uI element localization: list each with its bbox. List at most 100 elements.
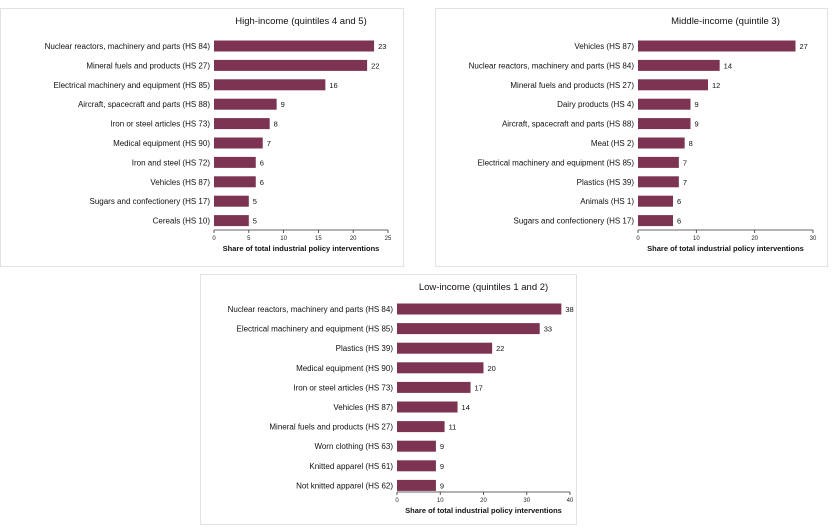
data-label: 7 xyxy=(683,158,687,167)
bar xyxy=(397,323,540,335)
category-label: Sugars and confectionery (HS 17) xyxy=(513,217,634,226)
bar xyxy=(397,342,493,354)
data-label: 7 xyxy=(683,178,687,187)
category-label: Iron and steel (HS 72) xyxy=(132,158,211,167)
x-tick-label: 10 xyxy=(280,236,287,242)
data-label: 9 xyxy=(440,462,444,471)
bar xyxy=(214,176,256,188)
data-label: 20 xyxy=(488,364,496,373)
category-label: Iron or steel articles (HS 73) xyxy=(293,383,393,392)
data-label: 8 xyxy=(689,139,693,148)
category-label: Worn clothing (HS 63) xyxy=(314,442,393,451)
data-label: 9 xyxy=(695,120,699,129)
bar xyxy=(397,479,436,491)
bar xyxy=(397,460,436,472)
bar xyxy=(214,98,277,110)
bar xyxy=(397,440,436,452)
category-label: Medical equipment (HS 90) xyxy=(296,364,393,373)
data-label: 6 xyxy=(260,158,264,167)
chart-title: Low-income (quintiles 1 and 2) xyxy=(419,282,548,293)
bar xyxy=(214,156,256,168)
category-label: Plastics (HS 39) xyxy=(336,344,394,353)
bar xyxy=(397,381,471,393)
bar xyxy=(638,59,720,71)
chart-panel-1: High-income (quintiles 4 and 5) Nuclear r… xyxy=(0,8,404,267)
x-tick-label: 15 xyxy=(315,236,322,242)
x-tick-label: 0 xyxy=(636,236,640,242)
category-label: Mineral fuels and products (HS 27) xyxy=(269,423,393,432)
data-label: 33 xyxy=(544,325,552,334)
category-label: Not knitted apparel (HS 62) xyxy=(296,481,393,490)
x-tick-label: 25 xyxy=(385,236,392,242)
bar xyxy=(638,118,691,130)
x-tick-label: 10 xyxy=(693,236,700,242)
data-label: 17 xyxy=(475,383,483,392)
category-label: Vehicles (HS 87) xyxy=(574,42,634,51)
bar xyxy=(397,362,484,374)
x-axis-label: Share of total industrial policy interve… xyxy=(405,506,562,515)
category-label: Iron or steel articles (HS 73) xyxy=(110,120,210,129)
category-label: Mineral fuels and products (HS 27) xyxy=(86,61,210,70)
bar xyxy=(214,79,326,91)
x-tick-label: 20 xyxy=(480,498,487,504)
bar xyxy=(638,40,796,52)
category-label: Nuclear reactors, machinery and parts (H… xyxy=(45,42,211,51)
data-label: 27 xyxy=(800,42,808,51)
data-label: 38 xyxy=(565,305,573,314)
data-label: 14 xyxy=(724,61,732,70)
category-label: Animals (HS 1) xyxy=(580,197,634,206)
data-label: 9 xyxy=(440,481,444,490)
data-label: 5 xyxy=(253,197,257,206)
bar xyxy=(638,137,685,149)
bar xyxy=(638,98,691,110)
data-label: 12 xyxy=(712,81,720,90)
data-label: 6 xyxy=(677,217,681,226)
x-axis-label: Share of total industrial policy interve… xyxy=(223,244,380,253)
data-label: 9 xyxy=(695,100,699,109)
data-label: 5 xyxy=(253,217,257,226)
data-label: 9 xyxy=(281,100,285,109)
bar xyxy=(214,215,249,227)
bar xyxy=(638,79,708,91)
bar xyxy=(214,118,270,130)
data-label: 14 xyxy=(462,403,470,412)
data-label: 7 xyxy=(267,139,271,148)
data-label: 9 xyxy=(440,442,444,451)
bar xyxy=(397,401,458,413)
category-label: Sugars and confectionery (HS 17) xyxy=(89,197,210,206)
bar xyxy=(638,176,679,188)
bar xyxy=(638,215,673,227)
chart-title: Middle-income (quintile 3) xyxy=(671,16,780,27)
category-label: Knitted apparel (HS 61) xyxy=(309,462,393,471)
x-tick-label: 30 xyxy=(523,498,530,504)
data-label: 16 xyxy=(329,81,337,90)
data-label: 22 xyxy=(371,61,379,70)
bar xyxy=(214,40,375,52)
category-label: Electrical machinery and equipment (HS 8… xyxy=(53,81,210,90)
chart-title: High-income (quintiles 4 and 5) xyxy=(235,16,366,27)
x-tick-label: 0 xyxy=(212,236,216,242)
x-tick-label: 10 xyxy=(437,498,444,504)
data-label: 23 xyxy=(378,42,386,51)
data-label: 6 xyxy=(260,178,264,187)
bar xyxy=(214,59,368,71)
bar xyxy=(214,195,249,207)
data-label: 11 xyxy=(449,423,457,432)
category-label: Vehicles (HS 87) xyxy=(333,403,393,412)
category-label: Nuclear reactors, machinery and parts (H… xyxy=(469,61,635,70)
category-label: Meat (HS 2) xyxy=(591,139,634,148)
data-label: 8 xyxy=(274,120,278,129)
chart-panel-3: Low-income (quintiles 1 and 2) Nuclear re… xyxy=(200,274,577,525)
category-label: Vehicles (HS 87) xyxy=(150,178,210,187)
x-tick-label: 20 xyxy=(751,236,758,242)
category-label: Aircraft, spacecraft and parts (HS 88) xyxy=(78,100,210,109)
category-label: Nuclear reactors, machinery and parts (H… xyxy=(228,305,394,314)
x-axis-label: Share of total industrial policy interve… xyxy=(647,244,804,253)
category-label: Medical equipment (HS 90) xyxy=(113,139,210,148)
panel-frame xyxy=(200,274,577,525)
x-tick-label: 30 xyxy=(810,236,817,242)
category-label: Plastics (HS 39) xyxy=(577,178,635,187)
bar xyxy=(397,303,562,315)
category-label: Mineral fuels and products (HS 27) xyxy=(510,81,634,90)
